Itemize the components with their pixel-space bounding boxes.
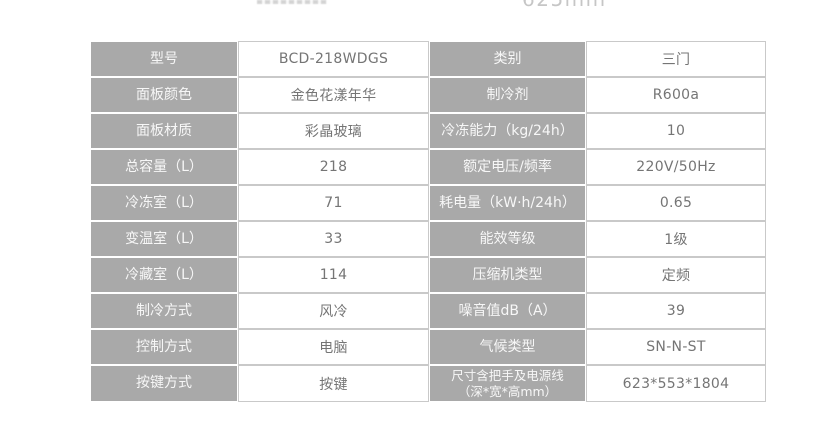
spec-label-cell: 气候类型 [429,329,586,365]
spec-label-cell: 类别 [429,41,586,77]
spec-table-body: 型号 BCD-218WDGS 类别 三门 面板颜色 金色花漾年华 制冷剂 R600a 面板材质彩… [90,41,766,403]
spec-value-cell: R600a [586,77,766,113]
spec-row: 总容量（L） 218 额定电压/频率 220V/50Hz [90,149,766,185]
spec-row: 面板颜色 金色花漾年华 制冷剂 R600a [90,77,766,113]
spec-value-cell: SN-N-ST [586,329,766,365]
dimension-label-text: 625mm [522,0,642,9]
spec-row: 冷冻室（L） 71 耗电量（kW·h/24h） 0.65 [90,185,766,221]
spec-label-cell: 冷冻能力（kg/24h） [429,113,586,149]
spec-value-cell: 623*553*1804 [586,365,766,403]
spec-row: 型号 BCD-218WDGS 类别 三门 [90,41,766,77]
spec-value-cell: 按键 [238,365,429,403]
spec-value-cell: 电脑 [238,329,429,365]
spec-value-cell: 0.65 [586,185,766,221]
spec-value-cell: 218 [238,149,429,185]
spec-label-cell: 制冷方式 [90,293,238,329]
spec-row: 变温室（L） 33 能效等级 1级 [90,221,766,257]
spec-label-cell: 尺寸含把手及电源线 （深*宽*高mm） [429,365,586,403]
spec-value-cell: BCD-218WDGS [238,41,429,77]
spec-value-cell: 220V/50Hz [586,149,766,185]
spec-row: 按键方式 按键 尺寸含把手及电源线 （深*宽*高mm） 623*553*1804 [90,365,766,403]
spec-label-cell: 能效等级 [429,221,586,257]
cropped-text-fragment [257,0,327,4]
spec-label-cell: 面板颜色 [90,77,238,113]
spec-label-cell: 制冷剂 [429,77,586,113]
spec-value-cell: 彩晶玻璃 [238,113,429,149]
spec-label-cell: 变温室（L） [90,221,238,257]
spec-row: 冷藏室（L） 114 压缩机类型 定频 [90,257,766,293]
spec-value-cell: 114 [238,257,429,293]
spec-label-cell: 额定电压/频率 [429,149,586,185]
spec-value-cell: 三门 [586,41,766,77]
spec-value-cell: 39 [586,293,766,329]
spec-label-cell: 型号 [90,41,238,77]
spec-label-cell: 噪音值dB（A） [429,293,586,329]
spec-label-cell: 面板材质 [90,113,238,149]
spec-row: 控制方式 电脑 气候类型 SN-N-ST [90,329,766,365]
spec-value-cell: 33 [238,221,429,257]
spec-label-cell: 控制方式 [90,329,238,365]
spec-label-cell: 总容量（L） [90,149,238,185]
spec-label-cell: 压缩机类型 [429,257,586,293]
spec-row: 面板材质 彩晶玻璃 冷冻能力（kg/24h） 10 [90,113,766,149]
spec-table: 型号 BCD-218WDGS 类别 三门 面板颜色 金色花漾年华 制冷剂 R600a 面板材质彩… [90,41,766,403]
spec-value-cell: 1级 [586,221,766,257]
spec-label-cell: 冷冻室（L） [90,185,238,221]
spec-value-cell: 风冷 [238,293,429,329]
spec-label-cell: 冷藏室（L） [90,257,238,293]
spec-value-cell: 71 [238,185,429,221]
spec-row: 制冷方式 风冷 噪音值dB（A） 39 [90,293,766,329]
spec-value-cell: 金色花漾年华 [238,77,429,113]
dimension-label-cropped: 625mm [522,0,642,9]
spec-label-cell: 耗电量（kW·h/24h） [429,185,586,221]
spec-label-cell: 按键方式 [90,365,238,403]
spec-value-cell: 定频 [586,257,766,293]
spec-value-cell: 10 [586,113,766,149]
